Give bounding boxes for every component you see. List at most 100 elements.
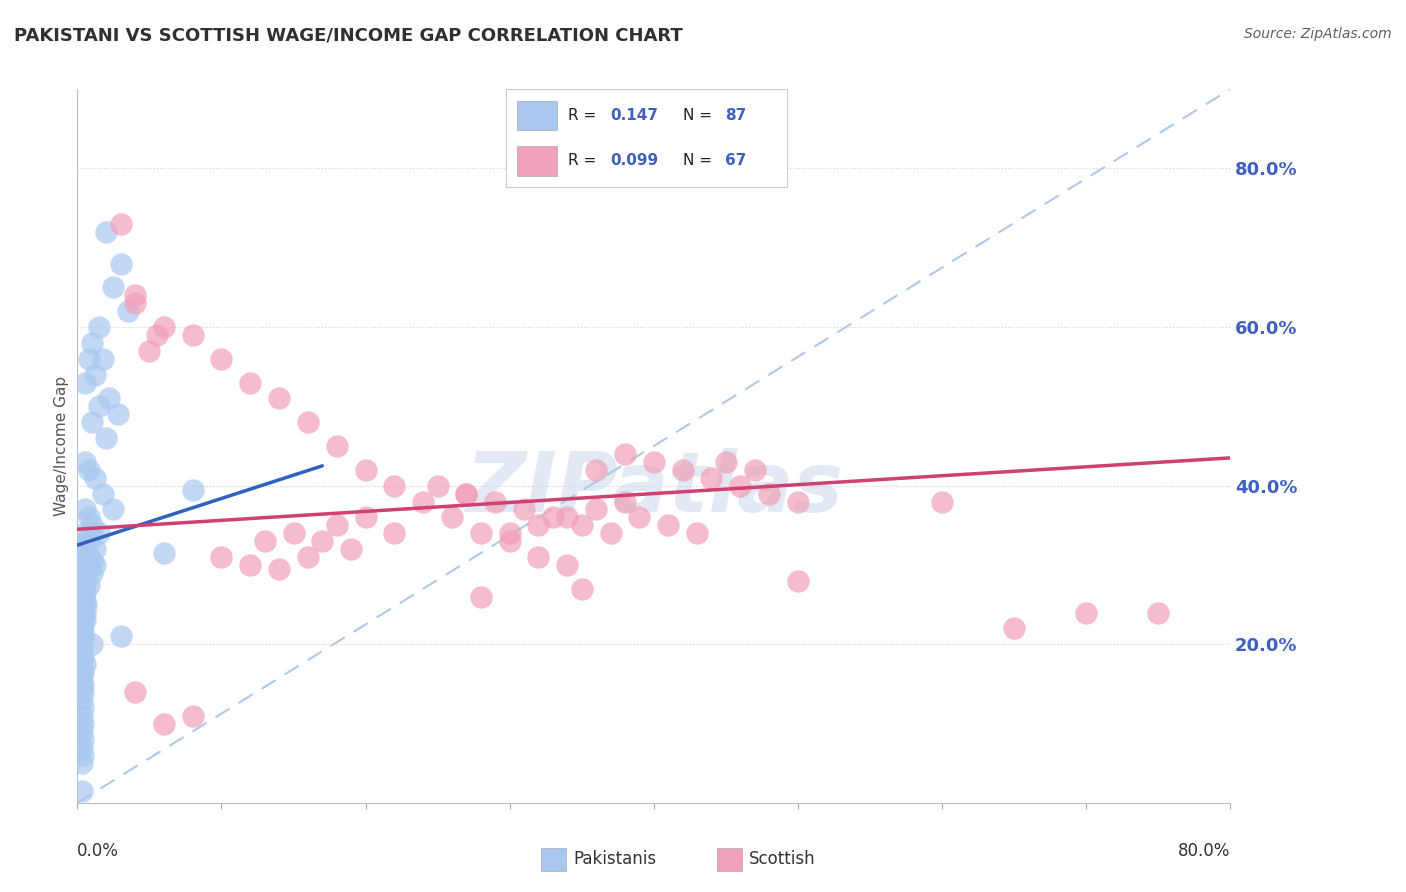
Point <box>657 518 679 533</box>
Text: 87: 87 <box>725 108 747 123</box>
Bar <box>517 101 557 130</box>
Point <box>614 494 637 508</box>
Point <box>107 407 129 421</box>
Point <box>145 328 167 343</box>
Point <box>70 756 93 771</box>
Point <box>80 526 103 541</box>
Point <box>72 617 94 632</box>
Point <box>110 257 132 271</box>
Point <box>325 439 349 453</box>
Point <box>354 463 377 477</box>
Text: 0.0%: 0.0% <box>77 842 120 860</box>
Text: R =: R = <box>568 153 602 169</box>
Point <box>117 304 139 318</box>
Point <box>72 649 94 664</box>
Point <box>239 558 262 572</box>
Point <box>70 708 93 723</box>
Point <box>325 518 349 533</box>
Point <box>267 562 291 576</box>
Bar <box>517 146 557 176</box>
Point <box>758 486 780 500</box>
Point <box>138 343 160 358</box>
Point <box>72 609 94 624</box>
Point <box>73 614 96 628</box>
Point <box>70 692 93 706</box>
Point <box>70 784 93 798</box>
Point <box>72 625 94 640</box>
Point <box>484 494 506 508</box>
Point <box>70 601 93 615</box>
Point <box>103 502 125 516</box>
Point <box>75 598 97 612</box>
Point <box>70 661 93 675</box>
Point <box>98 392 121 406</box>
Point <box>72 700 94 714</box>
Point <box>297 415 319 429</box>
Point <box>73 585 96 599</box>
Point <box>73 502 96 516</box>
Point <box>73 578 96 592</box>
Point <box>557 510 579 524</box>
Point <box>499 526 522 541</box>
Text: Source: ZipAtlas.com: Source: ZipAtlas.com <box>1244 27 1392 41</box>
Point <box>103 280 125 294</box>
Point <box>91 351 114 366</box>
Point <box>527 518 550 533</box>
Point <box>77 549 100 564</box>
Point <box>73 558 96 572</box>
Point <box>77 578 100 592</box>
Point <box>70 669 93 683</box>
Point <box>77 510 100 524</box>
Point <box>72 582 94 596</box>
Text: PAKISTANI VS SCOTTISH WAGE/INCOME GAP CORRELATION CHART: PAKISTANI VS SCOTTISH WAGE/INCOME GAP CO… <box>14 27 683 45</box>
Point <box>513 502 536 516</box>
Point <box>73 534 96 549</box>
Point <box>456 486 478 500</box>
Point <box>153 546 174 560</box>
Point <box>1147 606 1170 620</box>
Point <box>382 478 406 492</box>
Point <box>628 510 651 524</box>
Point <box>110 217 132 231</box>
Point <box>73 657 96 671</box>
Point <box>153 320 174 334</box>
Point <box>441 510 464 524</box>
Point <box>80 637 103 651</box>
Point <box>72 574 94 588</box>
Point <box>499 534 522 549</box>
Point <box>153 716 174 731</box>
Point <box>470 526 492 541</box>
Point <box>70 609 93 624</box>
Point <box>382 526 406 541</box>
Text: 67: 67 <box>725 153 747 169</box>
Point <box>124 288 146 302</box>
Point <box>87 320 110 334</box>
Text: 0.147: 0.147 <box>610 108 658 123</box>
Point <box>70 653 93 667</box>
Point <box>77 534 100 549</box>
Text: N =: N = <box>683 108 717 123</box>
Point <box>72 716 94 731</box>
Point <box>72 554 94 568</box>
Text: Pakistanis: Pakistanis <box>574 850 657 868</box>
Point <box>73 570 96 584</box>
Point <box>70 641 93 656</box>
Point <box>787 574 810 588</box>
Point <box>73 526 96 541</box>
Point <box>80 415 103 429</box>
Point <box>72 542 94 557</box>
Point <box>70 629 93 643</box>
Point <box>80 554 103 568</box>
Point <box>311 534 333 549</box>
Point <box>211 549 233 564</box>
Point <box>72 665 94 679</box>
Point <box>686 526 709 541</box>
Point <box>527 549 550 564</box>
Text: 0.099: 0.099 <box>610 153 658 169</box>
Point <box>643 455 665 469</box>
Point <box>70 593 93 607</box>
Point <box>83 542 105 557</box>
Point <box>72 748 94 763</box>
Point <box>1076 606 1098 620</box>
Point <box>787 494 810 508</box>
